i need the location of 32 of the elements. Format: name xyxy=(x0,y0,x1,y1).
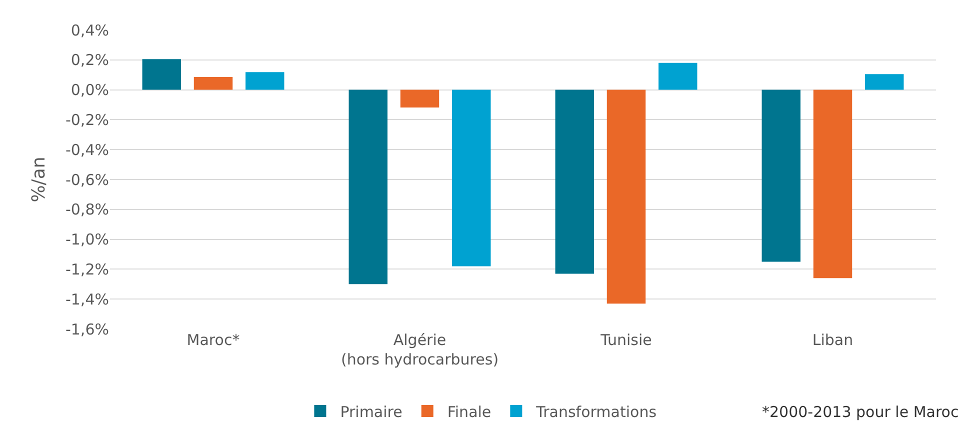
bar xyxy=(865,74,904,90)
bar xyxy=(813,90,852,278)
x-tick-label: Liban xyxy=(812,331,854,349)
y-tick-label: -1,0% xyxy=(65,230,109,249)
bar xyxy=(194,76,233,90)
legend-label: Finale xyxy=(447,402,492,421)
bar xyxy=(452,90,491,266)
y-tick-label: -0,4% xyxy=(65,140,109,159)
bar xyxy=(762,90,800,262)
bar xyxy=(246,72,284,90)
bar xyxy=(400,90,440,108)
bar xyxy=(606,90,646,304)
legend-label: Primaire xyxy=(340,402,402,421)
y-tick-label: -0,6% xyxy=(65,170,109,189)
y-axis-title: %/an xyxy=(28,156,50,202)
y-tick-label: 0,2% xyxy=(70,51,109,70)
y-tick-label: 0,4% xyxy=(70,21,109,40)
y-tick-label: -1,6% xyxy=(65,320,109,338)
y-tick-label: -1,4% xyxy=(65,290,109,308)
x-tick-label: Tunisie xyxy=(600,331,652,349)
bar xyxy=(142,59,181,90)
bar xyxy=(555,90,594,274)
x-tick-label: Maroc* xyxy=(186,331,240,349)
y-tick-label: -1,2% xyxy=(65,260,109,278)
x-tick-label: Algérie (hors hydrocarbures) xyxy=(340,331,499,368)
bar xyxy=(348,90,388,284)
text: *2000-2013 pour le Maroc xyxy=(762,403,959,421)
bar xyxy=(658,62,698,90)
y-tick-label: -0,2% xyxy=(65,110,109,129)
y-tick-label: 0,0% xyxy=(70,81,109,100)
y-tick-label: -0,8% xyxy=(65,200,109,219)
legend-label: Transformations xyxy=(535,402,657,421)
